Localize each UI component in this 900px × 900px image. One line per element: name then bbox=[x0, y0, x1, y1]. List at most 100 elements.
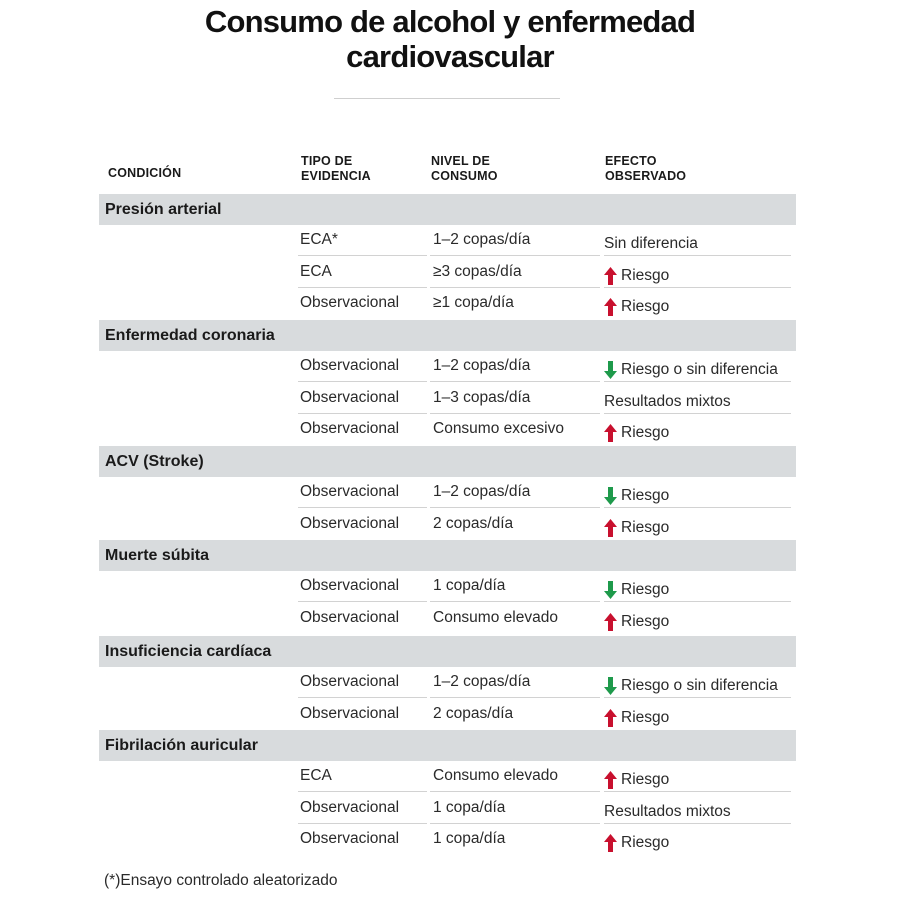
table-row: Observacional 1–2 copas/día Riesgo o sin d… bbox=[0, 667, 900, 698]
row-divider bbox=[430, 286, 600, 288]
condition-label: Insuficiencia cardíaca bbox=[105, 643, 272, 660]
condition-label: Presión arterial bbox=[105, 201, 222, 218]
arrow-down-icon bbox=[604, 581, 617, 599]
arrow-down-icon bbox=[604, 487, 617, 505]
table-row: Observacional 1–2 copas/día Riesgo bbox=[0, 477, 900, 508]
effect-text: Riesgo bbox=[621, 266, 670, 284]
header-consumption-line-2: CONSUMO bbox=[431, 169, 498, 183]
arrow-up-icon bbox=[604, 771, 617, 789]
evidence-cell: Observacional bbox=[300, 388, 400, 406]
effect-text: Riesgo o sin diferencia bbox=[621, 677, 778, 694]
evidence-cell: Observacional bbox=[300, 514, 400, 532]
consumption-cell: 1–2 copas/día bbox=[433, 357, 531, 374]
consumption-cell: 2 copas/día bbox=[433, 514, 514, 532]
row-divider bbox=[298, 507, 427, 508]
row-divider bbox=[430, 601, 600, 602]
row-divider bbox=[298, 791, 427, 792]
header-consumption: NIVEL DE CONSUMO bbox=[431, 154, 498, 184]
footnote: (*)Ensayo controlado aleatorizado bbox=[104, 872, 338, 889]
effect-cell: Riesgo bbox=[604, 834, 669, 852]
effect-text: Riesgo bbox=[621, 298, 670, 315]
condition-band: Muerte súbita bbox=[99, 540, 796, 571]
arrow-down-icon bbox=[604, 677, 617, 695]
consumption-cell: 1 copa/día bbox=[433, 798, 506, 816]
condition-label: Enfermedad coronaria bbox=[105, 327, 275, 344]
table-row: Observacional 1 copa/día Resultados mixtos bbox=[0, 793, 900, 824]
effect-text: Riesgo bbox=[621, 518, 670, 536]
consumption-cell: ≥3 copas/día bbox=[433, 262, 522, 280]
header-effect-line-1: EFECTO bbox=[605, 154, 657, 168]
header-evidence-line-2: EVIDENCIA bbox=[301, 169, 371, 183]
evidence-cell: Observacional bbox=[300, 608, 400, 626]
condition-label: Fibrilación auricular bbox=[105, 737, 258, 754]
page-title-line-2: cardiovascular bbox=[346, 39, 554, 74]
condition-band: Presión arterial bbox=[99, 194, 796, 225]
table-row: Observacional 1 copa/día Riesgo bbox=[0, 824, 900, 855]
arrow-up-icon bbox=[604, 298, 617, 316]
effect-cell: Riesgo bbox=[604, 266, 670, 285]
consumption-cell: Consumo elevado bbox=[433, 608, 558, 626]
header-effect-line-2: OBSERVADO bbox=[605, 169, 687, 183]
arrow-up-icon bbox=[604, 708, 617, 727]
consumption-cell: 1–2 copas/día bbox=[433, 673, 531, 690]
effect-cell: Riesgo bbox=[604, 771, 669, 789]
arrow-up-icon bbox=[604, 834, 617, 852]
header-condition: CONDICIÓN bbox=[108, 166, 181, 181]
evidence-cell: Observacional bbox=[300, 483, 400, 500]
condition-band: ACV (Stroke) bbox=[99, 446, 796, 477]
table-row: ECA* 1–2 copas/día Sin diferencia bbox=[0, 225, 900, 256]
effect-text: Riesgo o sin diferencia bbox=[621, 361, 778, 378]
effect-text: Riesgo bbox=[621, 424, 670, 441]
row-divider bbox=[604, 412, 791, 414]
title-divider bbox=[334, 98, 560, 99]
table-row: Observacional 1 copa/día Riesgo bbox=[0, 571, 900, 602]
evidence-cell: ECA* bbox=[300, 231, 338, 248]
header-consumption-line-1: NIVEL DE bbox=[431, 154, 491, 168]
page-title-line-1: Consumo de alcohol y enfermedad bbox=[204, 4, 696, 39]
row-divider bbox=[604, 601, 791, 602]
header-condition-label: CONDICIÓN bbox=[108, 166, 182, 180]
consumption-cell: 2 copas/día bbox=[433, 704, 514, 722]
arrow-up-icon bbox=[604, 518, 617, 537]
effect-text: Riesgo bbox=[621, 771, 670, 788]
effect-cell: Riesgo bbox=[604, 581, 669, 599]
effect-text: Riesgo bbox=[621, 487, 670, 504]
evidence-cell: Observacional bbox=[300, 673, 400, 690]
effect-cell: Resultados mixtos bbox=[604, 393, 731, 411]
effect-cell: Riesgo o sin diferencia bbox=[604, 361, 778, 379]
arrow-up-icon bbox=[604, 424, 617, 442]
consumption-cell: 1 copa/día bbox=[433, 830, 506, 847]
row-divider bbox=[298, 697, 427, 698]
row-divider bbox=[298, 255, 427, 256]
header-effect: EFECTO OBSERVADO bbox=[605, 154, 686, 184]
effect-cell: Sin diferencia bbox=[604, 235, 698, 253]
effect-cell: Riesgo bbox=[604, 298, 669, 316]
effect-cell: Riesgo bbox=[604, 518, 670, 537]
effect-text: Riesgo bbox=[621, 612, 670, 630]
row-divider bbox=[604, 286, 791, 288]
condition-band: Fibrilación auricular bbox=[99, 730, 796, 761]
consumption-cell: 1–3 copas/día bbox=[433, 388, 531, 406]
row-divider bbox=[604, 822, 791, 824]
row-divider bbox=[298, 822, 427, 824]
row-divider bbox=[604, 381, 791, 382]
table-row: ECA ≥3 copas/día Riesgo bbox=[0, 257, 900, 288]
consumption-cell: ≥1 copa/día bbox=[433, 294, 514, 311]
row-divider bbox=[298, 412, 427, 414]
row-divider bbox=[430, 255, 600, 256]
condition-band: Insuficiencia cardíaca bbox=[99, 636, 796, 667]
consumption-cell: 1 copa/día bbox=[433, 577, 506, 594]
row-divider bbox=[298, 381, 427, 382]
effect-text: Resultados mixtos bbox=[604, 392, 731, 410]
row-divider bbox=[430, 697, 600, 698]
effect-cell: Riesgo bbox=[604, 487, 669, 505]
table-row: ECA Consumo elevado Riesgo bbox=[0, 761, 900, 792]
effect-cell: Riesgo bbox=[604, 424, 669, 442]
effect-text: Riesgo bbox=[621, 581, 670, 598]
effect-text: Riesgo bbox=[621, 708, 670, 726]
evidence-cell: Observacional bbox=[300, 294, 400, 311]
arrow-down-icon bbox=[604, 361, 617, 379]
row-divider bbox=[298, 286, 427, 288]
evidence-cell: Observacional bbox=[300, 420, 400, 437]
evidence-cell: Observacional bbox=[300, 830, 400, 847]
